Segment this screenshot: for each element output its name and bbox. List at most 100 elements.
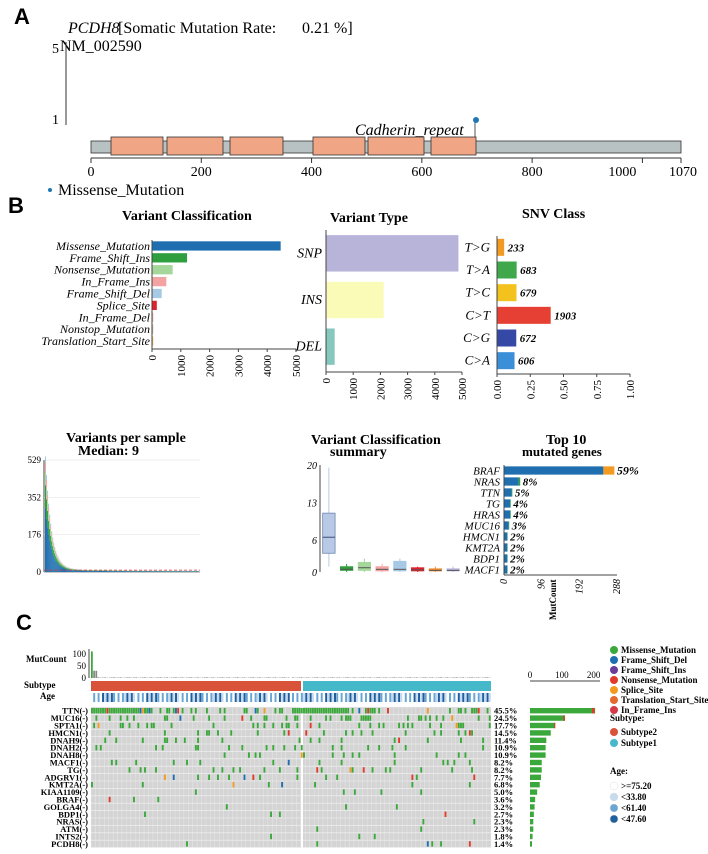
oncoplot-percent-label: 45.5% (494, 706, 517, 716)
mutation-cell (322, 708, 325, 714)
mutation-cell (126, 708, 129, 714)
mutation-cell (322, 730, 325, 736)
vc-bar (152, 300, 157, 311)
top10-gene-label: NRAS (473, 477, 501, 489)
age-cell (451, 693, 454, 702)
mutation-cell (411, 782, 414, 788)
mutation-cell (186, 841, 188, 847)
mutation-cell (95, 708, 98, 714)
age-cell (243, 693, 246, 702)
age-cell (484, 693, 487, 702)
legend-mutation-swatch (610, 646, 618, 654)
mutation-cell (243, 708, 246, 714)
vps-bar-segment (54, 547, 56, 549)
protein-x-tick-label: 200 (191, 165, 212, 180)
mutation-cell (351, 708, 354, 714)
mutation-cell (163, 774, 166, 780)
mutation-cell (369, 715, 372, 721)
legend-missense-label: Missense_Mutation (58, 182, 184, 199)
mutation-cell (488, 722, 491, 729)
age-cell (420, 693, 423, 702)
vps-bar-segment (51, 536, 53, 542)
legend-age-label: <47.60 (621, 814, 647, 824)
vps-bar-segment (50, 545, 52, 572)
top10-gene-label: MACF1 (464, 565, 500, 577)
vps-bar-segment (127, 571, 129, 572)
mutation-cell (442, 759, 445, 766)
domain-1 (110, 136, 164, 156)
legend-mutation-label: Frame_Shift_Del (621, 655, 687, 665)
vps-bar-segment (186, 571, 188, 572)
age-cell (356, 693, 359, 702)
age-cell (270, 693, 273, 702)
mutation-cell (351, 767, 354, 773)
vc-x-tick-label: 1000 (176, 355, 188, 378)
mutation-cell (252, 774, 255, 780)
mutation-cell (464, 708, 467, 714)
age-cell (110, 693, 113, 702)
mutcount-bar (221, 677, 224, 678)
mutcount-bar (347, 677, 350, 678)
vps-bar-segment (50, 523, 52, 527)
mutcount-bar (316, 677, 319, 678)
mutation-cell (150, 722, 153, 729)
vps-bar-segment (57, 560, 59, 564)
vps-bar-segment (59, 560, 61, 562)
vps-bar-segment (124, 571, 126, 572)
mutation-cell (119, 708, 122, 714)
mutation-cell (161, 745, 164, 751)
vps-bar-segment (68, 569, 70, 572)
age-cell (353, 693, 356, 702)
mutation-cell (367, 715, 370, 721)
mutation-cell (259, 774, 261, 780)
vps-bar-segment (52, 541, 54, 547)
vc-bar (152, 253, 188, 263)
age-cell (234, 693, 237, 702)
age-cell (139, 693, 142, 702)
mutation-cell (457, 752, 460, 758)
top10-percent-label: 2% (509, 532, 525, 544)
oncoplot-percent-label: 10.9% (494, 743, 517, 753)
vps-bar-segment (51, 541, 53, 550)
age-cell (338, 693, 341, 702)
vc-category-label: Missense_Mutation (55, 239, 150, 253)
mutcount-bar (150, 677, 153, 678)
legend-mutation-label: Nonsense_Mutation (621, 675, 698, 685)
age-cell (426, 693, 429, 702)
mutation-cell (133, 708, 135, 714)
right-count-bar (530, 782, 540, 788)
mutation-cell (148, 708, 151, 714)
vps-bar-segment (45, 471, 47, 486)
mutation-cell (128, 767, 131, 773)
mutation-cell (130, 708, 133, 714)
mutcount-bar (274, 677, 277, 678)
mutation-cell (108, 730, 111, 736)
mutation-cell (364, 708, 367, 714)
vps-bar-segment (58, 564, 60, 572)
vps-bar-segment (63, 566, 65, 569)
mutation-cell (451, 767, 454, 773)
mutcount-bar (329, 677, 332, 678)
vps-bar-segment (185, 571, 187, 572)
vps-bar-segment (70, 569, 72, 570)
mutcount-bar (345, 677, 347, 678)
mutcount-bar (166, 677, 168, 678)
mutation-cell (404, 730, 407, 736)
vcs-subtitle: summary (330, 445, 387, 460)
top10-mutated-genes-chart: Top 10 mutated genes 0 96 192 288 BRAF 59% NRA… (462, 433, 639, 594)
protein-x-tick-label: 600 (411, 165, 432, 180)
age-cell (274, 693, 277, 702)
vps-bar-segment (50, 529, 52, 536)
age-cell (214, 693, 217, 702)
vps-bar-segment (95, 570, 97, 572)
age-cell (309, 693, 312, 702)
vps-bar-segment (125, 571, 127, 572)
vcs-box (446, 568, 460, 572)
mutation-cell (316, 841, 319, 847)
age-cell (387, 693, 390, 702)
mutation-cell (241, 715, 244, 721)
vps-bar-segment (157, 571, 159, 572)
mutcount-bar (300, 677, 303, 678)
age-cell (411, 693, 414, 702)
mutcount-bar (393, 677, 396, 678)
